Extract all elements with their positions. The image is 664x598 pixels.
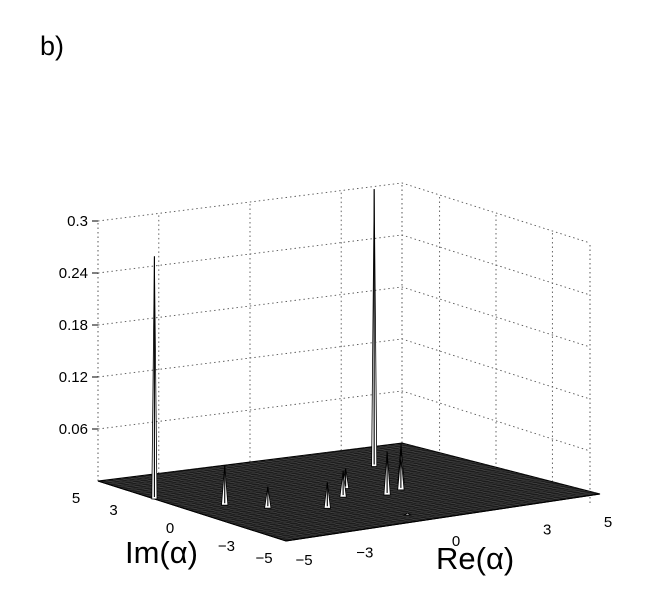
mesh-line [325, 452, 522, 506]
mesh-line [215, 474, 526, 519]
peak [323, 482, 331, 509]
y-tick-label: 0 [166, 520, 174, 537]
mesh-line [248, 483, 561, 530]
mesh-line [371, 446, 569, 499]
y-tick-label: 5 [72, 490, 80, 507]
base-plane [97, 442, 601, 542]
y-axis-label: Im(α) [125, 535, 198, 570]
mesh-line [356, 448, 553, 502]
mesh-line [267, 488, 581, 536]
mesh-line [238, 481, 551, 527]
mesh-line [257, 486, 571, 533]
z-tick-label: 0.06 [59, 421, 88, 438]
mesh-line [196, 469, 506, 513]
front-axis-edge [97, 480, 601, 542]
z-grid-line [97, 286, 591, 348]
mesh-line [281, 492, 596, 540]
mesh-line [206, 472, 516, 516]
tick-labels: 5 3 0 −3 −5 −5 −3 0 3 5 0.06 0.12 0.18 0.24 0.3 [59, 213, 612, 569]
peak-body [402, 512, 413, 516]
mesh-line [257, 460, 451, 517]
y-tick-label: −5 [255, 550, 272, 567]
mesh-line [224, 477, 536, 522]
peak [397, 455, 405, 491]
z-grid-line [97, 390, 591, 452]
mesh-line [394, 443, 593, 496]
mesh-line [271, 490, 586, 537]
mesh-line [191, 468, 502, 512]
z-grid-line [97, 234, 591, 296]
mesh-line [220, 475, 531, 521]
mesh-line [310, 454, 506, 509]
z-grid-line [97, 182, 591, 244]
mesh-line [210, 473, 521, 518]
mesh-line [201, 470, 511, 515]
x-tick-label: 5 [604, 514, 612, 531]
mesh-line [280, 458, 475, 513]
peak [264, 486, 272, 509]
x-tick-label: −5 [295, 552, 312, 569]
z-tick-label: 0.18 [59, 317, 88, 334]
mesh-line [295, 456, 491, 511]
mesh-line [272, 458, 467, 515]
x-tick-label: 0 [452, 533, 460, 550]
mesh-line [265, 459, 459, 516]
x-axis-label: Re(α) [436, 541, 514, 576]
x-tick-label: 3 [543, 522, 551, 539]
mesh-line [234, 479, 546, 525]
peak [371, 189, 378, 467]
mesh-line [333, 451, 530, 505]
z-grid-line [97, 338, 591, 400]
mesh-line [379, 445, 577, 498]
peak [383, 451, 391, 496]
back-walls [97, 182, 591, 503]
peak [339, 471, 347, 498]
mesh-line [243, 482, 556, 528]
peaks [151, 189, 413, 516]
peak [402, 512, 413, 516]
mesh-line [386, 444, 585, 497]
x-tick-label: −3 [356, 544, 373, 561]
peak [151, 256, 158, 500]
z-tick-label: 0.3 [67, 213, 88, 230]
peak [221, 465, 229, 506]
y-tick-label: 3 [109, 502, 117, 519]
mesh-line [363, 447, 561, 501]
z-tick-label: 0.12 [59, 369, 88, 386]
mesh-line [253, 484, 566, 531]
mesh-line [262, 487, 576, 534]
mesh-line [348, 449, 546, 503]
y-tick-label: −3 [218, 538, 235, 555]
z-tick-label: 0.24 [59, 265, 88, 282]
mesh-line [318, 453, 514, 508]
mesh-line [276, 491, 591, 539]
mesh-line [229, 478, 541, 524]
panel-label: b) [40, 31, 64, 61]
